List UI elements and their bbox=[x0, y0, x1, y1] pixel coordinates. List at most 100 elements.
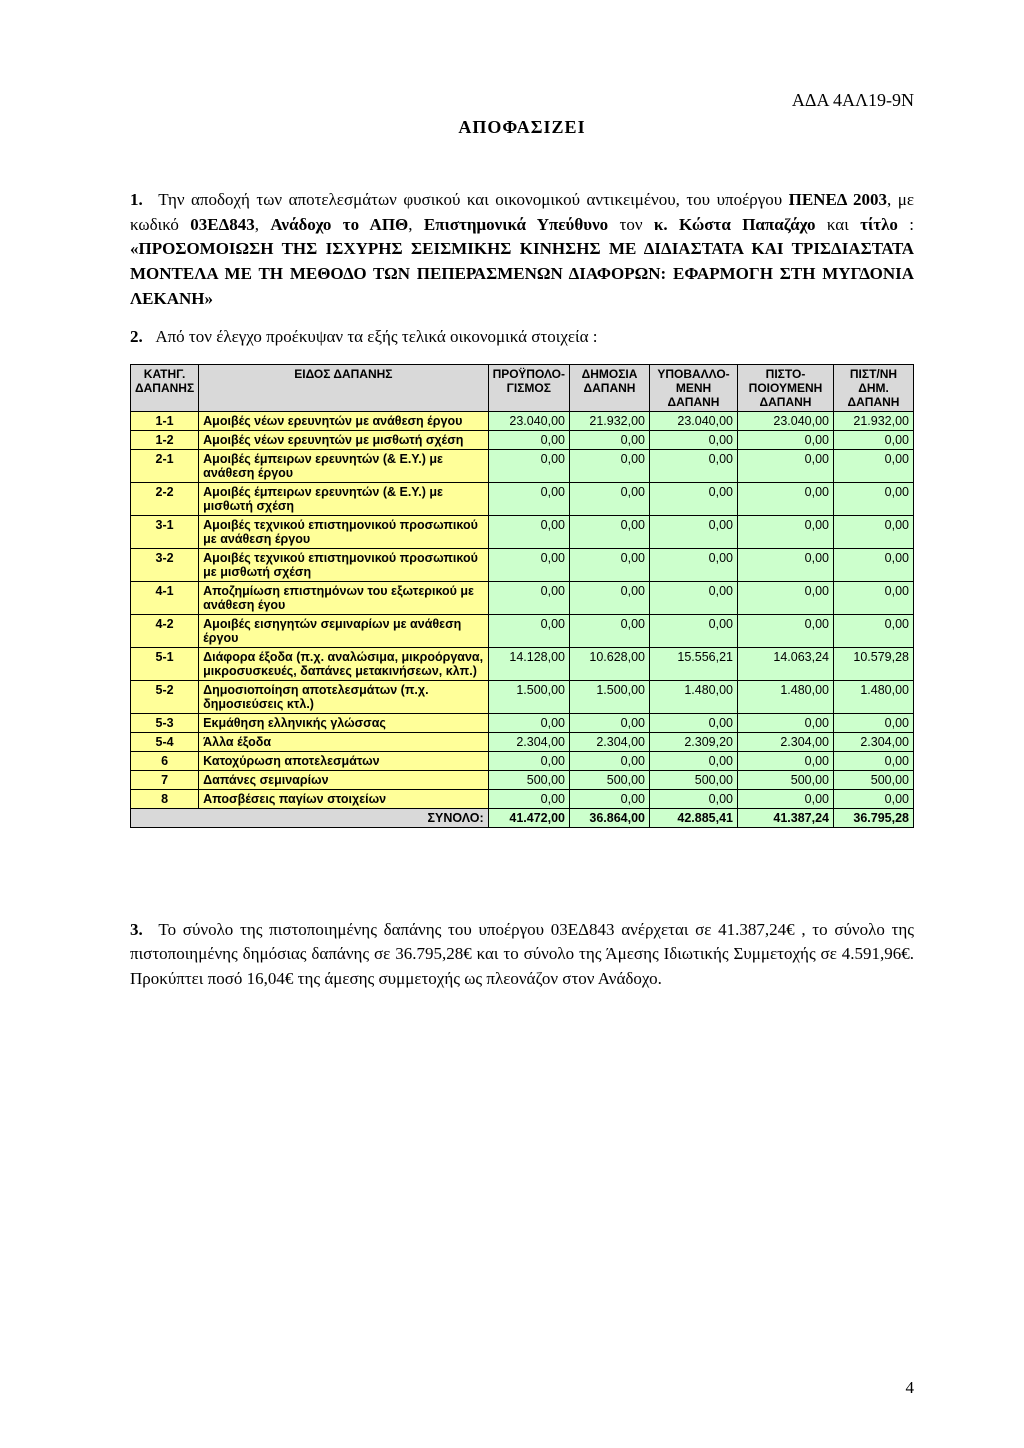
p2-text: Από τον έλεγχο προέκυψαν τα εξής τελικά … bbox=[155, 327, 597, 346]
table-row: 2-1Αμοιβές έμπειρων ερευνητών (& Ε.Υ.) μ… bbox=[131, 449, 914, 482]
table-row: 5-1Διάφορα έξοδα (π.χ. αναλώσιμα, μικροό… bbox=[131, 647, 914, 680]
cell-value: 0,00 bbox=[570, 515, 650, 548]
total-value: 36.795,28 bbox=[834, 808, 914, 827]
cell-value: 0,00 bbox=[738, 482, 834, 515]
cell-description: Αμοιβές νέων ερευνητών με ανάθεση έργου bbox=[199, 411, 488, 430]
cell-description: Αμοιβές έμπειρων ερευνητών (& Ε.Υ.) με μ… bbox=[199, 482, 488, 515]
cell-description: Αποζημίωση επιστημόνων του εξωτερικού με… bbox=[199, 581, 488, 614]
cell-description: Αποσβέσεις παγίων στοιχείων bbox=[199, 789, 488, 808]
cell-category: 5-4 bbox=[131, 732, 199, 751]
cell-value: 0,00 bbox=[834, 430, 914, 449]
cell-value: 0,00 bbox=[738, 713, 834, 732]
cell-value: 500,00 bbox=[650, 770, 738, 789]
cell-value: 0,00 bbox=[570, 751, 650, 770]
cell-value: 0,00 bbox=[650, 548, 738, 581]
cell-value: 0,00 bbox=[834, 515, 914, 548]
cell-value: 0,00 bbox=[488, 449, 569, 482]
col-header-1: ΕΙΔΟΣ ΔΑΠΑΝΗΣ bbox=[199, 364, 488, 411]
cell-value: 0,00 bbox=[488, 515, 569, 548]
p1-bold-b: ΠΕΝΕΔ 2003 bbox=[789, 190, 887, 209]
p1-text-g: , bbox=[408, 215, 424, 234]
table-row: 5-2Δημοσιοποίηση αποτελεσμάτων (π.χ. δημ… bbox=[131, 680, 914, 713]
cell-value: 14.063,24 bbox=[738, 647, 834, 680]
cell-value: 2.304,00 bbox=[738, 732, 834, 751]
cell-value: 0,00 bbox=[488, 581, 569, 614]
cell-value: 2.304,00 bbox=[570, 732, 650, 751]
page-number: 4 bbox=[906, 1378, 915, 1398]
cell-description: Άλλα έξοδα bbox=[199, 732, 488, 751]
table-row: 1-2Αμοιβές νέων ερευνητών με μισθωτή σχέ… bbox=[131, 430, 914, 449]
list-number-1: 1. bbox=[130, 188, 152, 213]
cell-value: 0,00 bbox=[834, 789, 914, 808]
cell-value: 0,00 bbox=[650, 581, 738, 614]
cell-value: 0,00 bbox=[650, 713, 738, 732]
expense-table: ΚΑΤΗΓ. ΔΑΠΑΝΗΣ ΕΙΔΟΣ ΔΑΠΑΝΗΣ ΠΡΟΫΠΟΛΟ-ΓΙ… bbox=[130, 364, 914, 828]
cell-value: 2.304,00 bbox=[834, 732, 914, 751]
col-header-4: ΥΠΟΒΑΛΛΟ-ΜΕΝΗ ΔΑΠΑΝΗ bbox=[650, 364, 738, 411]
cell-value: 0,00 bbox=[570, 430, 650, 449]
cell-value: 1.500,00 bbox=[488, 680, 569, 713]
cell-value: 2.304,00 bbox=[488, 732, 569, 751]
cell-value: 0,00 bbox=[570, 614, 650, 647]
cell-description: Δαπάνες σεμιναρίων bbox=[199, 770, 488, 789]
table-row: 8Αποσβέσεις παγίων στοιχείων0,000,000,00… bbox=[131, 789, 914, 808]
paragraph-2: 2. Από τον έλεγχο προέκυψαν τα εξής τελι… bbox=[130, 325, 914, 350]
cell-value: 0,00 bbox=[738, 548, 834, 581]
cell-description: Εκμάθηση ελληνικής γλώσσας bbox=[199, 713, 488, 732]
table-row: 6Κατοχύρωση αποτελεσμάτων0,000,000,000,0… bbox=[131, 751, 914, 770]
cell-value: 0,00 bbox=[834, 482, 914, 515]
col-header-3: ΔΗΜΟΣΙΑ ΔΑΠΑΝΗ bbox=[570, 364, 650, 411]
cell-value: 0,00 bbox=[570, 581, 650, 614]
cell-value: 0,00 bbox=[834, 449, 914, 482]
cell-value: 0,00 bbox=[570, 548, 650, 581]
cell-value: 0,00 bbox=[488, 713, 569, 732]
cell-description: Αμοιβές έμπειρων ερευνητών (& Ε.Υ.) με α… bbox=[199, 449, 488, 482]
cell-category: 1-2 bbox=[131, 430, 199, 449]
cell-value: 14.128,00 bbox=[488, 647, 569, 680]
cell-value: 0,00 bbox=[488, 614, 569, 647]
cell-value: 21.932,00 bbox=[834, 411, 914, 430]
cell-category: 3-2 bbox=[131, 548, 199, 581]
list-number-3: 3. bbox=[130, 918, 152, 943]
cell-value: 0,00 bbox=[738, 751, 834, 770]
table-body: 1-1Αμοιβές νέων ερευνητών με ανάθεση έργ… bbox=[131, 411, 914, 827]
total-value: 42.885,41 bbox=[650, 808, 738, 827]
cell-category: 2-2 bbox=[131, 482, 199, 515]
cell-description: Δημοσιοποίηση αποτελεσμάτων (π.χ. δημοσι… bbox=[199, 680, 488, 713]
cell-value: 0,00 bbox=[570, 449, 650, 482]
cell-value: 2.309,20 bbox=[650, 732, 738, 751]
cell-value: 0,00 bbox=[738, 430, 834, 449]
table-row: 4-1Αποζημίωση επιστημόνων του εξωτερικού… bbox=[131, 581, 914, 614]
cell-category: 7 bbox=[131, 770, 199, 789]
cell-value: 0,00 bbox=[488, 430, 569, 449]
p1-bold-l: τίτλο bbox=[860, 215, 898, 234]
cell-value: 0,00 bbox=[738, 614, 834, 647]
total-label: ΣΥΝΟΛΟ: bbox=[131, 808, 489, 827]
p1-text-a: Την αποδοχή των αποτελεσμάτων φυσικού κα… bbox=[158, 190, 788, 209]
cell-value: 0,00 bbox=[488, 789, 569, 808]
p1-bold-d: 03ΕΔ843 bbox=[190, 215, 255, 234]
cell-category: 8 bbox=[131, 789, 199, 808]
cell-value: 10.628,00 bbox=[570, 647, 650, 680]
cell-category: 2-1 bbox=[131, 449, 199, 482]
p1-text-e: , bbox=[255, 215, 271, 234]
table-row: 3-1Αμοιβές τεχνικού επιστημονικού προσωπ… bbox=[131, 515, 914, 548]
cell-value: 0,00 bbox=[650, 515, 738, 548]
p1-text-i: τον bbox=[608, 215, 654, 234]
cell-value: 500,00 bbox=[570, 770, 650, 789]
cell-value: 0,00 bbox=[834, 751, 914, 770]
p1-bold-j: κ. Κώστα Παπαζάχο bbox=[654, 215, 816, 234]
list-number-2: 2. bbox=[130, 325, 152, 350]
table-row: 3-2Αμοιβές τεχνικού επιστημονικού προσωπ… bbox=[131, 548, 914, 581]
total-value: 41.387,24 bbox=[738, 808, 834, 827]
cell-value: 0,00 bbox=[738, 515, 834, 548]
cell-category: 4-1 bbox=[131, 581, 199, 614]
p1-text-k: και bbox=[816, 215, 861, 234]
p1-bold-f: Ανάδοχο το ΑΠΘ bbox=[270, 215, 408, 234]
cell-value: 1.480,00 bbox=[650, 680, 738, 713]
cell-description: Κατοχύρωση αποτελεσμάτων bbox=[199, 751, 488, 770]
p1-bold-h: Επιστημονικά Υπεύθυνο bbox=[424, 215, 608, 234]
cell-value: 0,00 bbox=[738, 449, 834, 482]
cell-category: 4-2 bbox=[131, 614, 199, 647]
cell-value: 1.480,00 bbox=[738, 680, 834, 713]
